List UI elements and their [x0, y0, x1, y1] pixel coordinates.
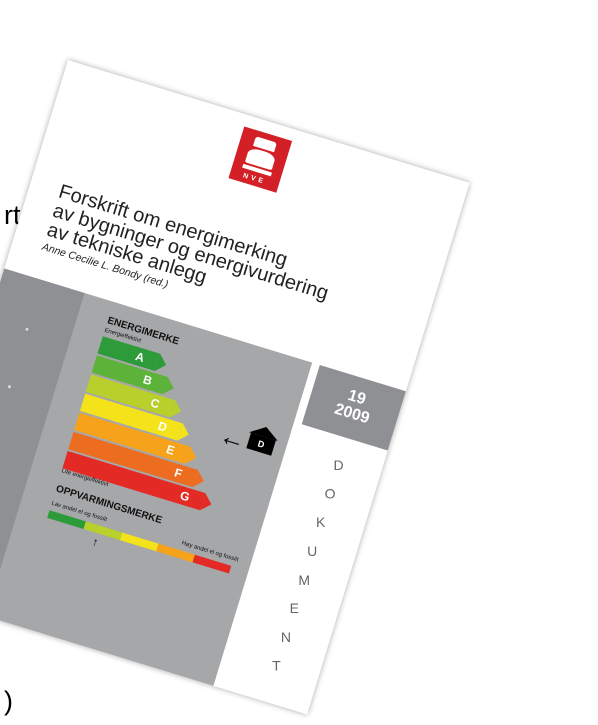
document-cover: NVE Forskrift om energimerking av bygnin…	[0, 60, 470, 715]
vertical-letter: O	[325, 486, 336, 502]
vertical-letter: D	[333, 457, 343, 473]
vertical-letter: K	[316, 514, 325, 530]
vertical-letter: M	[298, 572, 310, 588]
issue-number-box: 19 2009	[302, 365, 406, 451]
vertical-letter: T	[272, 657, 281, 673]
edge-fragment-4: )	[4, 686, 13, 717]
nve-logo: NVE	[228, 126, 292, 192]
vertical-letter: U	[307, 543, 317, 559]
vertical-letter: N	[281, 629, 291, 645]
vertical-letter: E	[290, 600, 299, 616]
